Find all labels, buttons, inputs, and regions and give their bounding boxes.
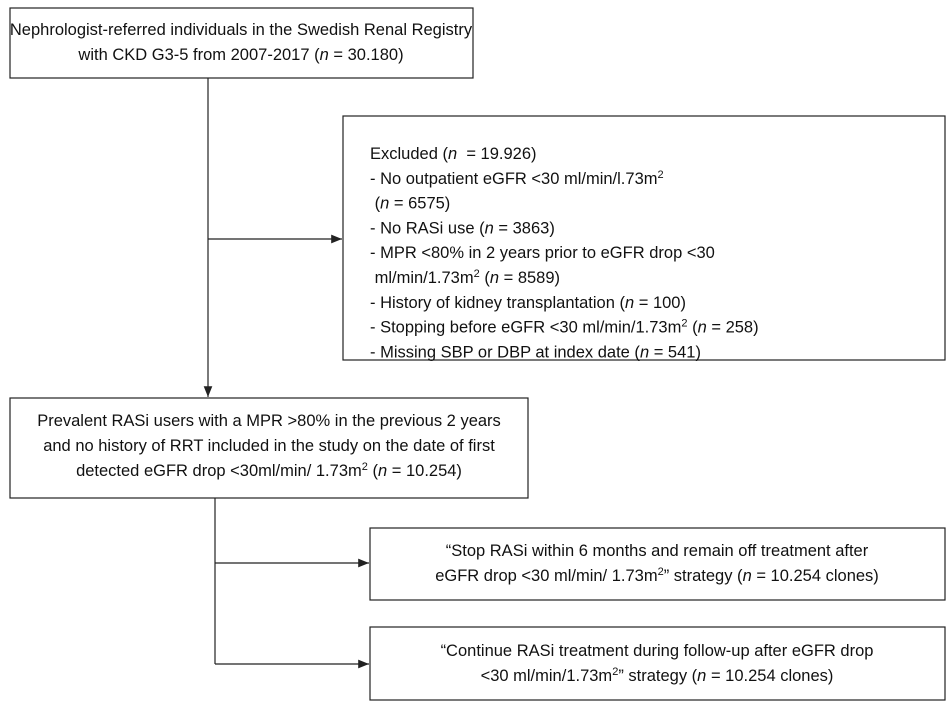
text-run: eGFR drop <30 ml/min/ 1.73m [435,567,657,585]
text-run: with CKD G3-5 from 2007-2017 ( [77,46,320,64]
text-run: - Stopping before eGFR <30 ml/min/1.73m [370,319,681,337]
text-run: <30 ml/min/1.73m [481,667,613,685]
text-run: ( [687,319,698,337]
box-line: Prevalent RASi users with a MPR >80% in … [37,412,501,430]
box-group: Excluded (n = 19.926)- No outpatient eGF… [342,115,946,361]
text-run: = 100) [634,294,686,312]
box-line: - History of kidney transplantation (n =… [370,294,686,312]
text-run: ( [370,195,381,213]
text-run: n [625,294,634,312]
text-run: Excluded ( [370,145,448,163]
text-run: detected eGFR drop <30ml/min/ 1.73m [76,462,362,480]
box [369,626,946,701]
superscript: 2 [612,666,618,678]
text-run: “Continue RASi treatment during follow-u… [441,642,874,660]
text-run: ” strategy ( [618,667,697,685]
box-line: - No outpatient eGFR <30 ml/min/l.73m2 [370,169,664,188]
box-line: “Stop RASi within 6 months and remain of… [446,542,869,560]
box-line: - Missing SBP or DBP at index date (n = … [370,343,701,361]
box-line: and no history of RRT included in the st… [43,437,495,455]
text-run: Prevalent RASi users with a MPR >80% in … [37,412,501,430]
text-run: - MPR <80% in 2 years prior to eGFR drop… [370,244,715,262]
superscript: 2 [474,268,480,280]
text-run: Nephrologist-referred individuals in the… [10,21,473,39]
superscript: 2 [658,169,664,181]
text-run: n [697,667,706,685]
box-line: <30 ml/min/1.73m2” strategy (n = 10.254 … [481,666,834,685]
text-run: and no history of RRT included in the st… [43,437,495,455]
text-run: ( [368,462,379,480]
box [342,115,946,361]
box-line: detected eGFR drop <30ml/min/ 1.73m2 (n … [76,461,462,480]
box-line: (n = 6575) [370,195,450,213]
box-line: - MPR <80% in 2 years prior to eGFR drop… [370,244,715,262]
text-run: = 8589) [499,269,560,287]
box-group: Prevalent RASi users with a MPR >80% in … [9,397,529,499]
box-line: ml/min/1.73m2 (n = 8589) [370,268,560,287]
box-group: “Continue RASi treatment during follow-u… [369,626,946,701]
text-run: ml/min/1.73m [370,269,474,287]
text-run: = 30.180) [329,46,404,64]
text-run: = 3863) [494,219,555,237]
text-run: n [448,145,457,163]
box-line: - No RASi use (n = 3863) [370,219,555,237]
box-group: Nephrologist-referred individuals in the… [9,7,474,79]
text-run: = 10.254 clones) [706,667,833,685]
text-run: n [640,343,649,361]
box-line: Nephrologist-referred individuals in the… [10,21,473,39]
text-run: = 10.254 clones) [752,567,879,585]
text-run: - No outpatient eGFR <30 ml/min/l.73m [370,170,658,188]
text-run: = 6575) [389,195,450,213]
text-run: n [320,46,329,64]
text-run: ” strategy ( [664,567,743,585]
superscript: 2 [658,566,664,578]
text-run: n [485,219,494,237]
text-run: n [743,567,752,585]
text-run: n [380,195,389,213]
text-run: “Stop RASi within 6 months and remain of… [446,542,869,560]
text-run: = 19.926) [457,145,536,163]
text-run: ( [480,269,491,287]
text-run: - History of kidney transplantation ( [370,294,625,312]
text-run: - Missing SBP or DBP at index date ( [370,343,640,361]
text-run: = 10.254) [387,462,462,480]
text-run: = 258) [707,319,759,337]
box-line: Excluded (n = 19.926) [370,145,537,163]
box [369,527,946,601]
box-group: “Stop RASi within 6 months and remain of… [369,527,946,601]
box-line: eGFR drop <30 ml/min/ 1.73m2” strategy (… [435,566,879,585]
box [9,7,474,79]
box-line: with CKD G3-5 from 2007-2017 (n = 30.180… [77,46,403,64]
connectors [203,78,369,669]
text-run: n [698,319,707,337]
superscript: 2 [681,318,687,330]
box-line: - Stopping before eGFR <30 ml/min/1.73m2… [370,318,759,337]
text-run: n [490,269,499,287]
box-line: “Continue RASi treatment during follow-u… [441,642,874,660]
text-run: n [378,462,387,480]
box [9,397,529,499]
text-run: = 541) [649,343,701,361]
superscript: 2 [362,461,368,473]
text-run: - No RASi use ( [370,219,485,237]
